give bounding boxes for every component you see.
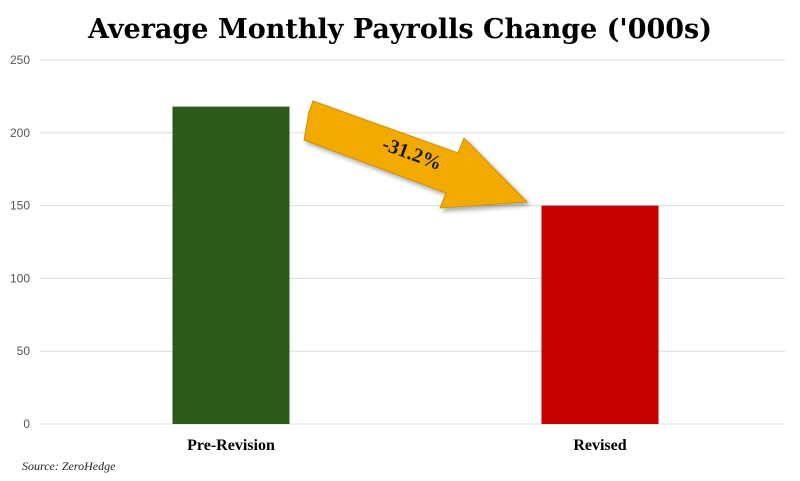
gridlines	[40, 59, 785, 425]
category-label: Pre-Revision	[187, 437, 275, 454]
y-tick-label: 0	[23, 417, 30, 431]
chart-title: Average Monthly Payrolls Change ('000s)	[87, 14, 712, 45]
source-label: Source: ZeroHedge	[22, 459, 116, 473]
y-tick-label: 150	[10, 199, 30, 213]
bar-revised	[541, 205, 659, 424]
decline-arrow	[303, 100, 529, 209]
y-tick-label: 50	[17, 344, 31, 358]
y-tick-label: 100	[10, 271, 30, 285]
bar-pre-revision	[172, 106, 290, 424]
y-axis-ticks: 0 50 100 150 200 250	[10, 53, 30, 431]
y-tick-label: 200	[10, 126, 30, 140]
bars	[172, 106, 659, 424]
x-axis-labels: Pre-Revision Revised	[187, 437, 627, 454]
arrow-icon	[303, 100, 529, 209]
y-tick-label: 250	[10, 53, 30, 67]
category-label: Revised	[573, 437, 626, 454]
